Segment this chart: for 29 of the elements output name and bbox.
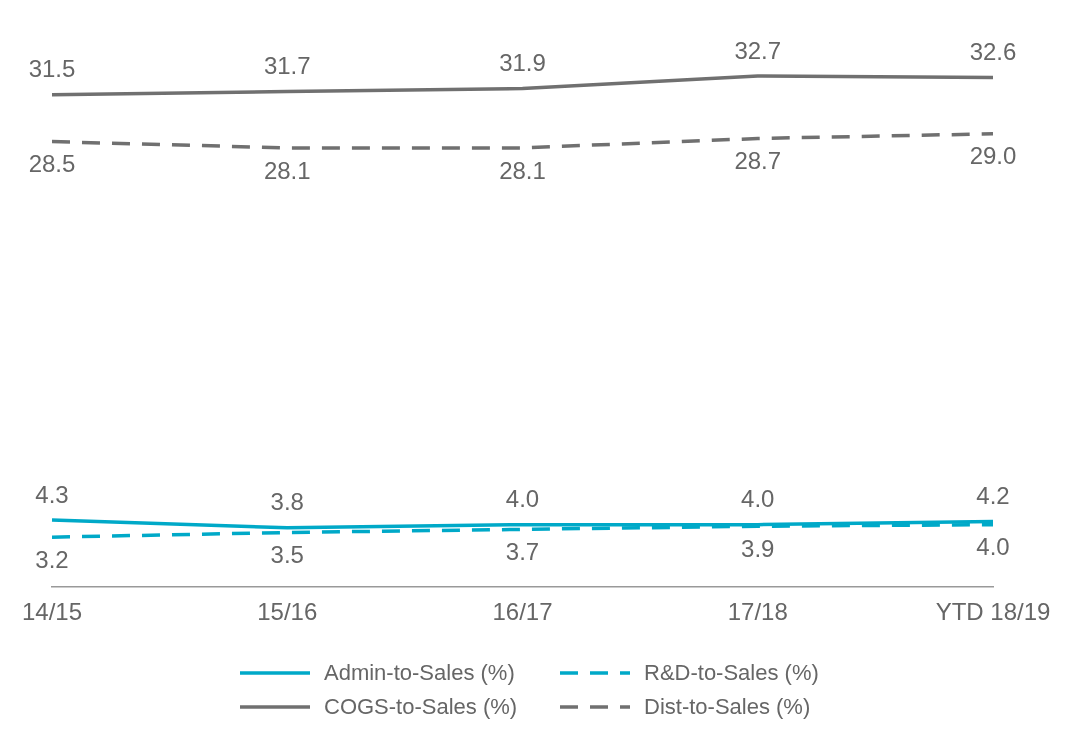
data-label: 32.6 [969,38,1017,66]
data-label: 29.0 [969,142,1017,170]
data-label: 32.7 [734,36,782,64]
data-label: 4.0 [976,533,1010,561]
data-label: 3.5 [270,541,304,569]
data-label: 28.1 [499,156,546,184]
x-tick-label: 15/16 [257,598,318,626]
data-label: 31.9 [499,49,546,77]
data-label: 4.3 [35,480,69,508]
legend-label: Dist-to-Sales (%) [644,694,811,720]
data-label: 4.0 [741,485,775,513]
data-label: 31.7 [263,52,311,80]
x-tick-label: 14/15 [21,598,83,626]
x-tick-label: 17/18 [727,598,788,626]
x-tick-label: YTD 18/19 [935,598,1051,626]
data-label: 4.2 [976,482,1010,510]
legend-label: COGS-to-Sales (%) [324,694,518,720]
legend-label: R&D-to-Sales (%) [644,660,819,686]
data-label: 28.5 [28,150,76,178]
data-label: 4.0 [505,485,540,513]
legend-label: Admin-to-Sales (%) [324,660,515,686]
data-label: 3.9 [741,534,775,562]
data-label: 3.2 [35,545,69,573]
data-label: 28.7 [734,147,782,175]
data-label: 3.7 [505,537,540,565]
data-label: 3.8 [270,488,304,516]
data-label: 31.5 [28,55,76,83]
data-label: 28.1 [263,156,311,184]
x-tick-label: 16/17 [492,598,553,626]
